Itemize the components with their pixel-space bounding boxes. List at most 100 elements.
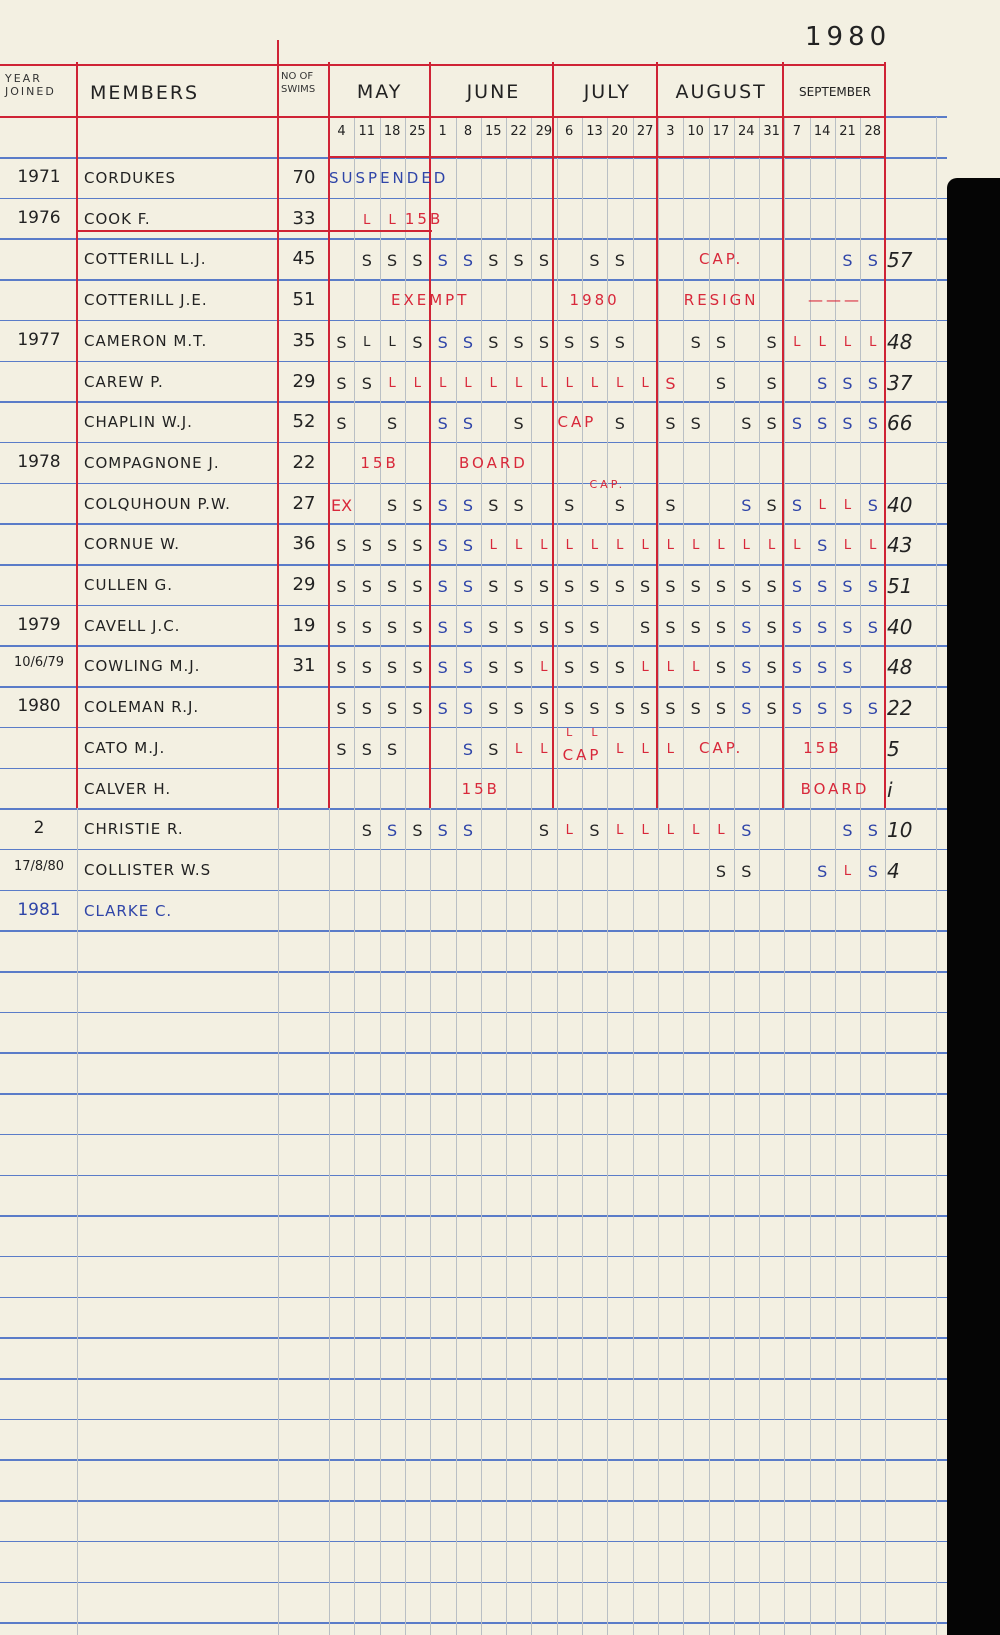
attendance-mark: S [513, 577, 524, 596]
ruled-line [0, 1093, 947, 1095]
ruled-line [0, 238, 947, 240]
attendance-mark: S [817, 577, 828, 596]
month-may: MAY [356, 81, 403, 103]
attendance-mark-late: L [641, 823, 649, 839]
month-july: JULY [583, 81, 631, 103]
attendance-mark-late: L [717, 823, 725, 839]
status-note: ——— [807, 291, 862, 310]
year-joined: 1971 [17, 167, 61, 187]
attendance-mark-late: L [869, 334, 877, 350]
season-total: 10 [887, 818, 913, 843]
attendance-mark: S [336, 617, 347, 637]
ruled-line [885, 116, 947, 118]
ruled-line [0, 808, 947, 810]
member-row: CAREW P. 29 37 S S L L L L L L L L L L L S S S S S S [0, 361, 947, 402]
season-total: 66 [887, 411, 913, 436]
attendance-mark: S [361, 821, 372, 841]
column-rule [556, 117, 558, 1635]
attendance-mark: S [665, 495, 676, 515]
swim-count: 33 [292, 207, 316, 229]
attendance-mark-late: L [641, 375, 649, 391]
attendance-mark: S [614, 495, 625, 515]
name-underline [77, 230, 432, 233]
column-rule [455, 117, 457, 1635]
year-joined: 10/6/79 [13, 655, 65, 671]
swim-count: 51 [292, 289, 316, 311]
member-row: CHAPLIN W.J. 52 66 S S S S S S S S S S S S S S CAP [0, 401, 947, 442]
attendance-mark: S [665, 373, 676, 393]
attendance-mark-late: L [489, 375, 497, 391]
member-row: 2 CHRISTIE R. 10 S S S S S S L S L L L L L S S S [0, 808, 947, 849]
attendance-mark: S [791, 414, 802, 434]
attendance-mark: S [791, 495, 802, 515]
attendance-mark: S [564, 658, 575, 678]
attendance-mark: S [690, 617, 701, 637]
attendance-mark: S [589, 821, 600, 841]
status-note: SUSPENDED [329, 169, 449, 187]
attendance-mark: S [614, 414, 625, 434]
column-rule [379, 117, 381, 1635]
column-rule [531, 117, 533, 1635]
column-rule [683, 117, 685, 1635]
attendance-mark-late: L [540, 660, 548, 676]
attendance-mark: S [690, 332, 701, 352]
attendance-mark-late: L [843, 334, 852, 350]
week-date: 15 [485, 124, 502, 139]
attendance-mark: S [640, 699, 651, 719]
member-row: COTTERILL L.J. 45 57 S S S S S S S S S S S S CAP. [0, 238, 947, 279]
attendance-mark: S [488, 495, 499, 515]
week-date: 7 [792, 124, 802, 139]
member-name: CHAPLIN W.J. [84, 413, 193, 432]
attendance-mark: S [361, 577, 372, 596]
attendance-mark: S [336, 699, 347, 719]
attendance-mark: S [791, 577, 802, 596]
member-name: CHRISTIE R. [84, 820, 184, 839]
season-total: 48 [887, 655, 913, 680]
attendance-mark: S [564, 495, 575, 515]
ruled-line [0, 971, 947, 973]
attendance-mark: S [817, 699, 828, 719]
attendance-mark: S [715, 577, 727, 596]
header-year-joined: YEAR JOINED [5, 72, 56, 98]
ruled-line [0, 441, 947, 444]
member-name: CAMERON M.T. [84, 331, 208, 350]
member-row: COTTERILL J.E. 51 EXEMPT 1980 RESIGN ——— [0, 279, 947, 320]
member-name: CLARKE C. [84, 901, 173, 920]
attendance-mark: S [715, 332, 727, 352]
attendance-mark: S [437, 536, 448, 556]
attendance-mark: S [387, 251, 398, 271]
attendance-mark: S [640, 577, 651, 596]
attendance-mark: S [589, 577, 600, 596]
attendance-mark: S [690, 414, 701, 434]
attendance-mark: S [564, 699, 575, 719]
attendance-mark: S [513, 251, 524, 271]
attendance-mark: S [513, 414, 524, 434]
attendance-mark-late: L [666, 660, 675, 676]
attendance-mark-late: L [413, 375, 422, 391]
attendance-mark: S [867, 861, 878, 881]
attendance-mark: S [412, 495, 423, 515]
attendance-mark: S [690, 577, 701, 596]
swim-count: 36 [292, 533, 316, 555]
season-total: 43 [887, 533, 913, 558]
attendance-mark-late: L [464, 375, 472, 391]
status-note: 1980 [569, 291, 620, 310]
week-date: 24 [738, 124, 755, 139]
attendance-mark: S [867, 251, 878, 271]
attendance-mark: S [614, 332, 625, 352]
ruled-line [0, 1418, 947, 1421]
week-date: 22 [510, 124, 527, 139]
attendance-mark: S [462, 414, 474, 434]
attendance-mark: S [462, 536, 474, 556]
ruled-line [0, 604, 947, 607]
attendance-mark: S [412, 658, 423, 678]
attendance-mark: S [462, 495, 474, 515]
season-total: 40 [887, 492, 913, 517]
member-row: 1980 COLEMAN R.J. 22 S S S S S S S S S S S S S S S S S S S S S S [0, 686, 947, 727]
member-name: CULLEN G. [84, 576, 174, 594]
month-august: AUGUST [675, 81, 767, 103]
attendance-mark: S [462, 658, 474, 678]
season-total: 4 [887, 858, 900, 883]
attendance-mark: S [741, 658, 752, 678]
attendance-mark: S [741, 577, 752, 596]
